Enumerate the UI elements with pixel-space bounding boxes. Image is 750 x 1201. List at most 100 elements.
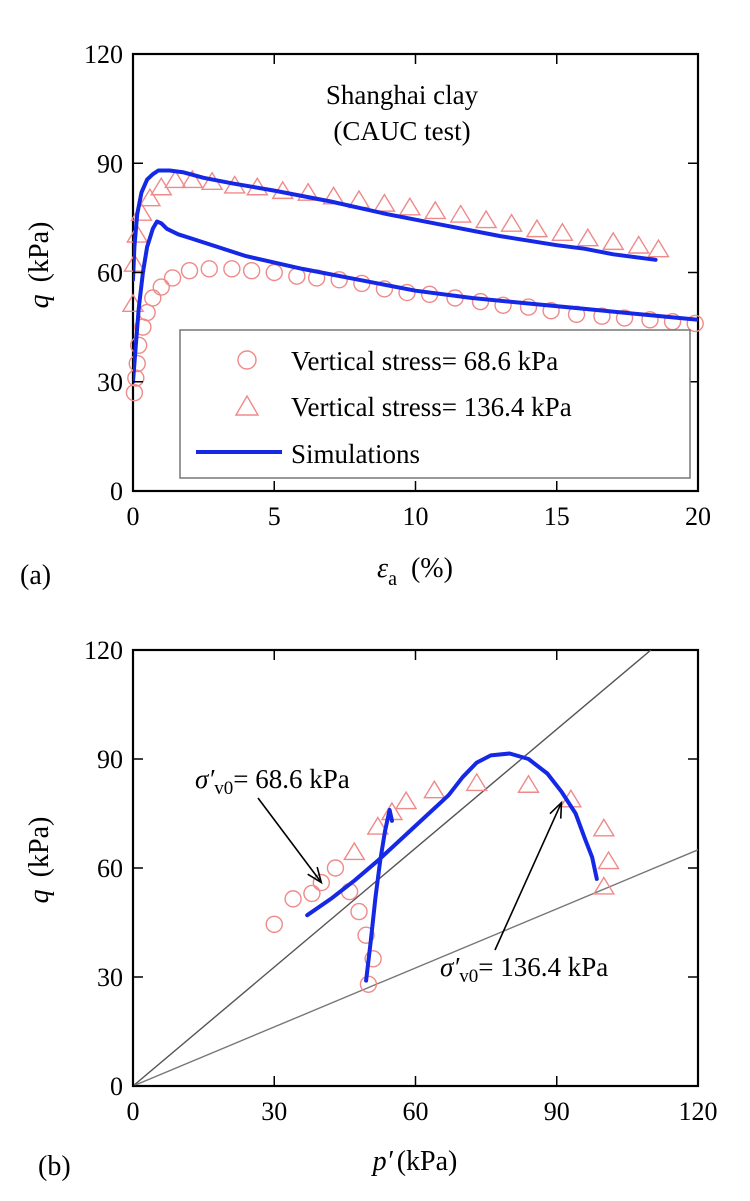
data-point-triangle	[592, 876, 616, 895]
data-point-circle	[641, 311, 659, 329]
data-point-triangle	[423, 779, 446, 799]
y-tick-label: 60	[97, 854, 123, 883]
data-point-circle	[359, 975, 378, 993]
simulation-line-3	[305, 751, 599, 918]
x-axis-symbol: ε	[377, 553, 388, 584]
data-point-circle	[128, 354, 146, 373]
data-point-circle	[375, 280, 394, 298]
data-point-circle	[686, 314, 704, 333]
annotation-sigma-1-text: = 68.6 kPa	[233, 764, 349, 794]
simulation-line-4	[133, 168, 658, 282]
y-axis-symbol: q	[24, 294, 55, 308]
x-axis-symbol-b: p′	[371, 1146, 394, 1177]
x-tick-label: 30	[261, 1097, 287, 1126]
x-axis-unit: (%)	[411, 553, 453, 584]
data-point-triangle	[525, 218, 549, 238]
data-point-circle	[326, 859, 345, 877]
data-point-circle	[471, 292, 490, 311]
y-tick-label: 60	[97, 259, 123, 288]
data-point-triangle	[164, 169, 187, 189]
data-point-circle	[152, 278, 170, 296]
data-point-triangle	[449, 204, 472, 223]
data-point-triangle	[602, 231, 625, 251]
data-point-circle	[200, 260, 218, 278]
annotation-arrow-1	[257, 797, 322, 884]
data-point-triangle	[373, 193, 396, 212]
annotation-arrowhead-2	[549, 800, 563, 819]
data-point-circle	[284, 890, 302, 908]
data-point-circle	[330, 271, 348, 289]
annotation-arrowhead-1	[307, 866, 323, 885]
y-tick-label: 30	[97, 368, 123, 397]
x-axis-label-b: p′ (kPa)	[371, 1146, 458, 1177]
data-point-triangle	[138, 187, 162, 207]
data-point-circle	[129, 336, 148, 355]
y-axis-label-b: q (kPa)	[24, 817, 55, 904]
annotation-line-1: Shanghai clay	[326, 80, 479, 110]
data-point-circle	[138, 303, 156, 322]
data-point-circle	[357, 926, 375, 944]
y-tick-label: 120	[84, 636, 123, 665]
data-point-circle	[350, 902, 368, 921]
data-point-circle	[312, 873, 331, 892]
data-point-circle	[180, 261, 199, 280]
y-axis-symbol-b: q	[24, 889, 55, 903]
legend-marker-triangle	[234, 394, 260, 416]
data-point-triangle	[366, 816, 390, 835]
panel-label-b: (b)	[38, 1151, 71, 1182]
data-point-circle	[615, 309, 634, 327]
data-point-triangle	[500, 213, 523, 232]
data-point-triangle	[296, 182, 320, 201]
reference-line-1	[133, 650, 652, 1086]
y-axis-label: q (kPa)	[24, 222, 55, 309]
data-point-triangle	[465, 772, 488, 792]
y-axis-unit: (kPa)	[24, 222, 55, 283]
y-tick-label: 90	[97, 745, 123, 774]
annotation-sigma-2-text: = 136.4 kPa	[478, 952, 608, 982]
data-point-triangle	[647, 238, 670, 258]
annotation-line-2: (CAUC test)	[333, 116, 470, 146]
annotation-sigma-1-sub: v0	[214, 778, 233, 799]
data-point-triangle	[474, 209, 498, 229]
x-tick-label: 90	[544, 1097, 570, 1126]
legend: Vertical stress= 68.6 kPa Vertical stres…	[179, 329, 691, 479]
annotation-sigma-2-symbol: σ′	[440, 952, 460, 982]
x-tick-label: 0	[127, 1097, 140, 1126]
x-tick-label: 20	[685, 502, 711, 531]
data-point-circle	[494, 296, 512, 314]
x-tick-label: 15	[544, 502, 570, 531]
data-point-circle	[127, 369, 145, 387]
reference-line-2	[133, 849, 698, 1086]
data-point-triangle	[592, 817, 616, 837]
data-point-circle	[265, 263, 283, 282]
y-tick-label: 30	[97, 963, 123, 992]
x-tick-label: 120	[679, 1097, 718, 1126]
data-point-circle	[303, 884, 321, 903]
y-axis-unit-b: (kPa)	[24, 817, 55, 878]
x-tick-label: 0	[127, 502, 140, 531]
data-point-triangle	[343, 841, 366, 861]
data-point-circle	[223, 260, 241, 278]
data-point-circle	[144, 289, 162, 307]
data-point-circle	[242, 261, 261, 280]
data-point-triangle	[150, 176, 173, 196]
y-tick-label: 120	[84, 40, 123, 69]
legend-entry-3: Simulations	[291, 439, 420, 469]
x-tick-label: 10	[403, 502, 429, 531]
data-point-circle	[364, 950, 382, 968]
x-tick-label: 60	[403, 1097, 429, 1126]
data-point-triangle	[576, 227, 600, 247]
x-axis-unit-b: (kPa)	[397, 1146, 458, 1177]
data-point-circle	[125, 383, 144, 402]
panel-label-a: (a)	[20, 560, 51, 591]
data-point-triangle	[424, 200, 447, 220]
x-axis-subscript: a	[388, 568, 397, 590]
data-point-triangle	[398, 196, 422, 216]
data-point-triangle	[627, 235, 650, 254]
data-point-triangle	[517, 774, 540, 793]
data-point-triangle	[551, 222, 574, 241]
simulation-line-4	[364, 807, 394, 983]
annotation-sigma-2-sub: v0	[459, 966, 478, 987]
